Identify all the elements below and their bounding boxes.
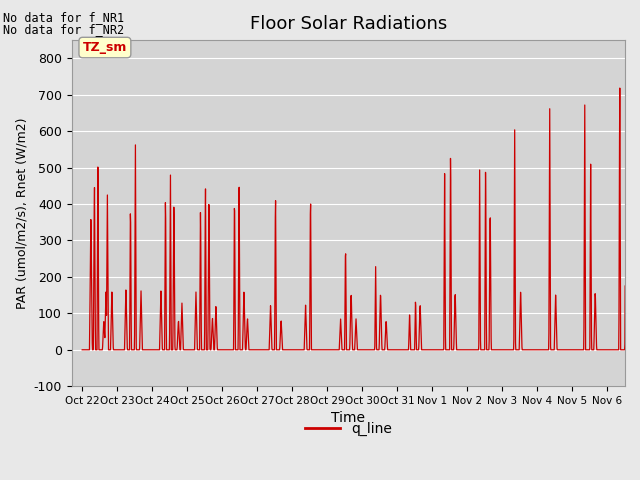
Text: No data for f_NR2: No data for f_NR2 [3, 23, 124, 36]
Legend: q_line: q_line [300, 416, 397, 442]
X-axis label: Time: Time [332, 411, 365, 425]
Y-axis label: PAR (umol/m2/s), Rnet (W/m2): PAR (umol/m2/s), Rnet (W/m2) [15, 118, 28, 309]
Text: TZ_sm: TZ_sm [83, 41, 127, 54]
Text: No data for f_NR1: No data for f_NR1 [3, 11, 124, 24]
Title: Floor Solar Radiations: Floor Solar Radiations [250, 15, 447, 33]
